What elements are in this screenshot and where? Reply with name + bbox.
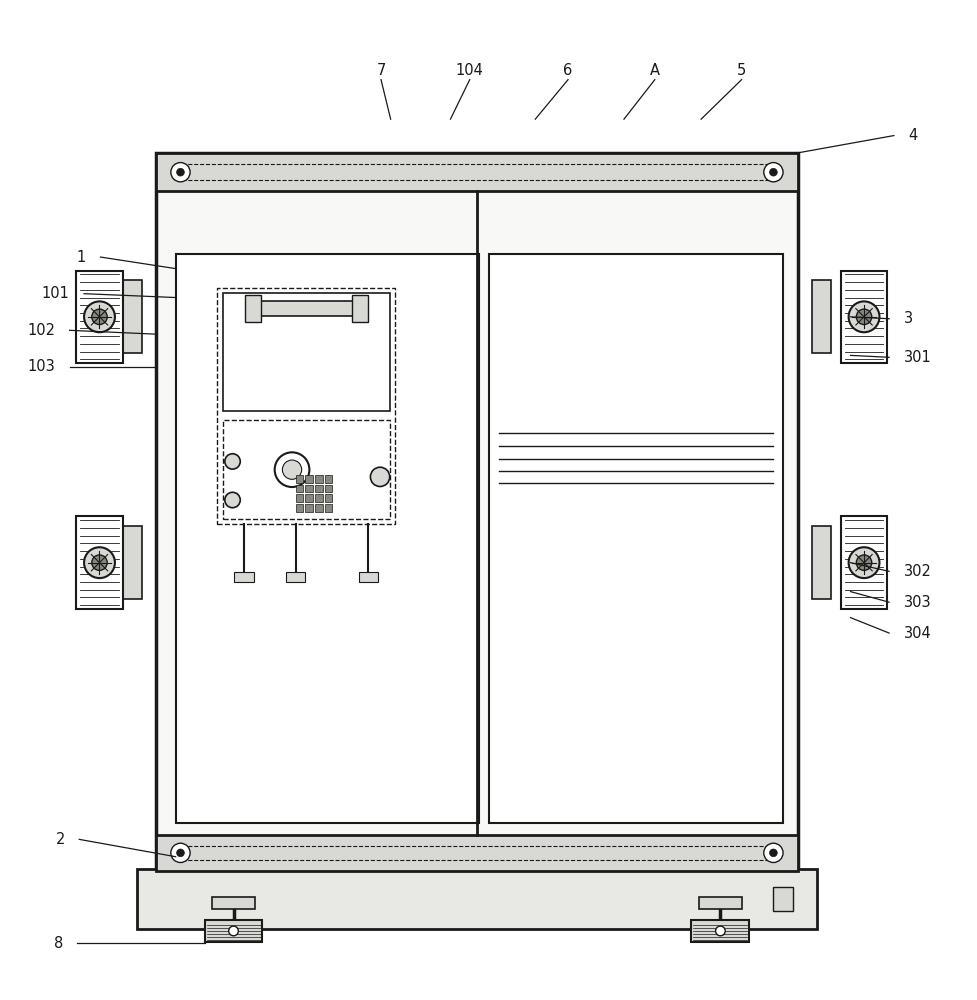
Text: 2: 2: [56, 832, 64, 847]
Circle shape: [848, 547, 878, 578]
Text: 103: 103: [27, 359, 55, 374]
Bar: [156, 153, 796, 191]
Bar: [315, 494, 322, 502]
Text: 303: 303: [903, 595, 930, 610]
Bar: [305, 485, 313, 492]
Bar: [773, 887, 792, 911]
Bar: [305, 504, 313, 512]
Circle shape: [275, 452, 309, 487]
Bar: [488, 254, 783, 823]
Circle shape: [715, 926, 725, 936]
Bar: [295, 494, 303, 502]
Circle shape: [92, 309, 107, 325]
Bar: [315, 475, 322, 483]
Bar: [245, 295, 260, 322]
Text: 1: 1: [76, 250, 86, 265]
Bar: [811, 280, 830, 353]
Bar: [252, 301, 360, 316]
Text: 8: 8: [54, 936, 63, 951]
Text: 4: 4: [908, 128, 916, 143]
Bar: [305, 494, 313, 502]
Text: 101: 101: [42, 286, 69, 301]
Circle shape: [84, 301, 115, 332]
Circle shape: [769, 168, 777, 176]
Bar: [295, 475, 303, 483]
Text: 6: 6: [563, 63, 573, 78]
Bar: [324, 475, 332, 483]
Circle shape: [282, 460, 301, 479]
Circle shape: [856, 309, 871, 325]
Bar: [212, 897, 254, 909]
Bar: [76, 271, 122, 363]
Circle shape: [229, 926, 238, 936]
Circle shape: [225, 454, 240, 469]
Bar: [324, 504, 332, 512]
Circle shape: [763, 163, 783, 182]
Bar: [234, 572, 253, 582]
Bar: [156, 153, 796, 871]
Bar: [699, 897, 741, 909]
Bar: [811, 526, 830, 599]
Text: 3: 3: [903, 311, 912, 326]
Bar: [840, 271, 886, 363]
Text: 102: 102: [27, 323, 55, 338]
Text: 7: 7: [376, 63, 385, 78]
Bar: [137, 869, 816, 929]
Bar: [295, 485, 303, 492]
Bar: [305, 475, 313, 483]
Circle shape: [92, 555, 107, 570]
Circle shape: [177, 849, 184, 857]
Text: A: A: [649, 63, 659, 78]
Circle shape: [177, 168, 184, 176]
Bar: [691, 920, 748, 942]
Circle shape: [171, 163, 190, 182]
Bar: [295, 504, 303, 512]
Circle shape: [763, 843, 783, 863]
Circle shape: [84, 547, 115, 578]
Bar: [315, 504, 322, 512]
Bar: [204, 920, 262, 942]
Circle shape: [769, 849, 777, 857]
Bar: [324, 485, 332, 492]
Text: 5: 5: [737, 63, 745, 78]
Circle shape: [848, 301, 878, 332]
Bar: [176, 254, 479, 823]
Bar: [217, 288, 395, 524]
Circle shape: [225, 492, 240, 508]
Bar: [285, 572, 305, 582]
Text: 104: 104: [455, 63, 484, 78]
Text: 301: 301: [903, 350, 930, 365]
Text: 302: 302: [903, 564, 930, 579]
Bar: [324, 494, 332, 502]
Circle shape: [370, 467, 389, 487]
Bar: [156, 835, 796, 871]
Bar: [76, 516, 122, 609]
Bar: [122, 280, 142, 353]
Circle shape: [171, 843, 190, 863]
Bar: [315, 485, 322, 492]
Bar: [840, 516, 886, 609]
Circle shape: [856, 555, 871, 570]
Bar: [359, 572, 378, 582]
Bar: [223, 293, 389, 411]
Bar: [352, 295, 367, 322]
Bar: [122, 526, 142, 599]
Bar: [223, 420, 389, 519]
Text: 304: 304: [903, 626, 930, 641]
